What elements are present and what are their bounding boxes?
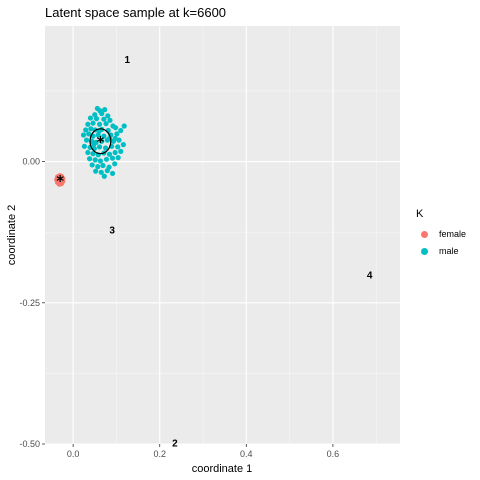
male-point-71 xyxy=(112,135,118,142)
chart-title: Latent space sample at k=6600 xyxy=(45,5,226,20)
male-point-30 xyxy=(83,137,90,143)
male-point-40 xyxy=(96,144,103,150)
annotation-3: 3 xyxy=(109,225,115,236)
annotation-1: 1 xyxy=(124,55,130,66)
legend-label-female: female xyxy=(439,229,467,239)
y-tick-label-0: -0.50 xyxy=(19,439,40,449)
male-point-20 xyxy=(112,125,119,131)
male-point-55 xyxy=(103,156,110,162)
male-point-6 xyxy=(87,115,94,121)
plot-panel xyxy=(45,26,400,444)
male-point-9 xyxy=(107,117,113,123)
x-tick-label-2: 0.4 xyxy=(240,449,253,459)
legend-dot-male xyxy=(421,248,428,255)
male-point-51 xyxy=(118,148,124,154)
male-point-70 xyxy=(91,141,97,147)
male-point-8 xyxy=(101,116,107,122)
male-point-65 xyxy=(104,168,110,174)
y-tick-label-2: 0.00 xyxy=(22,157,40,167)
male-point-37 xyxy=(81,143,87,149)
male-point-22 xyxy=(80,132,87,138)
male-point-45 xyxy=(85,149,91,156)
male-point-11 xyxy=(90,120,96,126)
male-point-63 xyxy=(93,168,99,174)
annotation-4: 4 xyxy=(367,271,373,282)
male-point-26 xyxy=(101,133,107,139)
legend-title: K xyxy=(416,208,424,220)
female-point-12 xyxy=(56,177,62,183)
male-point-60 xyxy=(100,162,106,169)
male-point-53 xyxy=(92,157,98,163)
male-point-15 xyxy=(83,127,89,133)
male-point-46 xyxy=(90,151,96,157)
male-point-28 xyxy=(114,131,120,137)
legend-dot-female xyxy=(421,231,428,238)
male-point-4 xyxy=(99,110,105,117)
male-point-43 xyxy=(115,144,121,150)
grid-layer xyxy=(45,26,400,445)
legend-key-male xyxy=(416,243,433,260)
male-point-16 xyxy=(88,126,94,132)
male-point-67 xyxy=(101,173,107,179)
male-point-21 xyxy=(121,123,127,129)
male-point-5 xyxy=(105,113,111,119)
male-point-33 xyxy=(99,138,105,144)
legend: K female male xyxy=(416,208,480,260)
x-tick-label-0: 0.0 xyxy=(67,449,80,459)
male-point-57 xyxy=(115,155,121,161)
male-point-25 xyxy=(95,132,101,138)
male-point-7 xyxy=(93,116,100,122)
male-point-13 xyxy=(103,121,109,127)
male-point-50 xyxy=(112,149,118,156)
male-point-10 xyxy=(85,121,91,127)
male-point-56 xyxy=(109,155,116,161)
male-centroid-marker: * xyxy=(96,133,104,151)
male-point-41 xyxy=(103,145,109,151)
male-point-23 xyxy=(86,131,92,137)
y-axis-title: coordinate 2 xyxy=(6,205,18,266)
legend-item-male: male xyxy=(416,243,480,260)
legend-label-male: male xyxy=(439,246,459,256)
male-point-44 xyxy=(120,142,126,148)
annotation-2: 2 xyxy=(172,438,178,449)
legend-item-female: female xyxy=(416,226,480,243)
male-point-62 xyxy=(112,161,118,167)
male-point-3 xyxy=(92,112,98,118)
male-point-36 xyxy=(116,137,122,143)
y-tick-label-1: -0.25 xyxy=(19,298,40,308)
axis-layer: 0.0 0.2 0.4 0.6 -0.50 -0.25 0.00 xyxy=(19,157,339,459)
x-tick-label-3: 0.6 xyxy=(327,449,340,459)
x-axis-title: coordinate 1 xyxy=(192,463,253,475)
male-point-29 xyxy=(118,127,124,134)
male-point-52 xyxy=(86,156,93,162)
male-point-2 xyxy=(102,107,108,113)
male-point-12 xyxy=(96,121,103,127)
male-point-64 xyxy=(98,169,104,175)
x-tick-label-1: 0.2 xyxy=(153,449,166,459)
male-point-59 xyxy=(95,164,101,170)
male-point-66 xyxy=(109,170,116,177)
male-point-58 xyxy=(89,162,95,168)
overlay-layer: * * 1 2 3 4 xyxy=(56,55,373,450)
female-centroid-marker: * xyxy=(56,172,64,190)
legend-key-female xyxy=(416,226,433,243)
male-point-54 xyxy=(97,158,104,164)
male-ellipse xyxy=(89,128,112,155)
male-point-49 xyxy=(106,151,113,157)
